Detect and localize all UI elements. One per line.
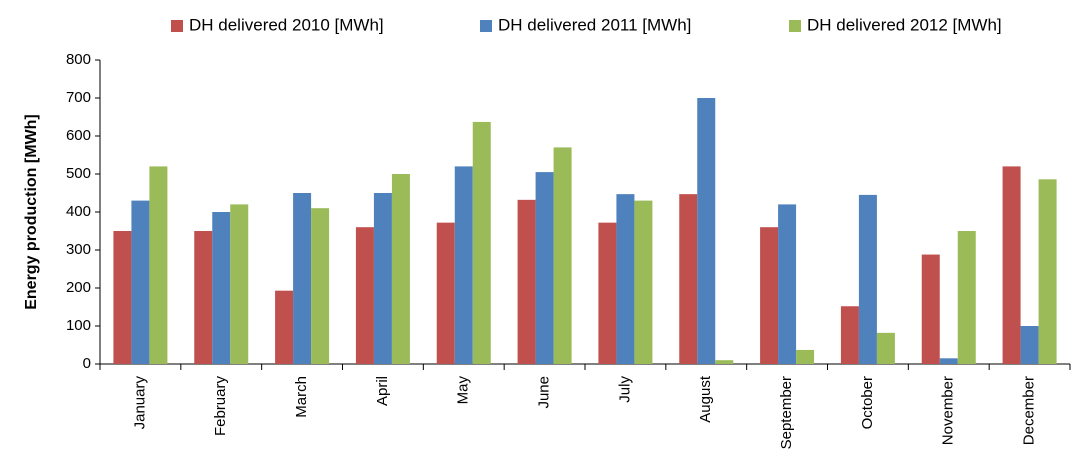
- bar: [535, 172, 554, 364]
- bar: [1038, 179, 1057, 364]
- bar: [796, 349, 815, 364]
- bar: [697, 98, 716, 364]
- bar: [634, 200, 653, 364]
- bar: [939, 358, 958, 364]
- y-tick-label: 800: [66, 51, 91, 68]
- bar: [436, 222, 455, 364]
- x-category-label: February: [212, 376, 229, 437]
- y-tick-label: 300: [66, 241, 91, 258]
- bar: [553, 147, 572, 364]
- legend-label: DH delivered 2010 [MWh]: [189, 15, 384, 34]
- bar: [230, 204, 249, 364]
- y-tick-label: 100: [66, 317, 91, 334]
- bar: [212, 212, 231, 364]
- bar: [391, 174, 410, 364]
- bar: [113, 231, 132, 364]
- x-category-label: July: [616, 376, 633, 403]
- bar: [131, 200, 150, 364]
- bar: [598, 222, 617, 364]
- bar: [876, 332, 895, 364]
- bar: [517, 199, 536, 364]
- bar: [1020, 326, 1039, 364]
- legend-swatch: [789, 20, 801, 32]
- legend-swatch: [171, 20, 183, 32]
- bar: [760, 227, 779, 364]
- bar: [616, 194, 635, 364]
- bar: [840, 306, 859, 364]
- bar: [472, 121, 491, 364]
- bars: [113, 98, 1057, 364]
- bar: [311, 208, 330, 364]
- legend: DH delivered 2010 [MWh] DH delivered 2011…: [171, 15, 1002, 34]
- x-category-label: October: [859, 376, 876, 429]
- legend-swatch: [480, 20, 492, 32]
- x-category-label: January: [131, 376, 148, 430]
- x-category-label: June: [536, 376, 553, 409]
- bar: [1002, 166, 1021, 364]
- y-tick-label: 500: [66, 165, 91, 182]
- bar: [778, 204, 797, 364]
- x-category-label: September: [778, 376, 795, 449]
- x-category-label: March: [293, 376, 310, 418]
- y-tick-label: 700: [66, 89, 91, 106]
- y-tick-label: 400: [66, 203, 91, 220]
- bar: [373, 193, 392, 364]
- x-category-label: November: [940, 376, 957, 445]
- bar: [715, 360, 734, 364]
- y-tick-label: 200: [66, 279, 91, 296]
- x-category-label: May: [455, 376, 472, 405]
- bar: [957, 231, 976, 364]
- legend-label: DH delivered 2012 [MWh]: [807, 15, 1002, 34]
- bar: [149, 166, 168, 364]
- legend-label: DH delivered 2011 [MWh]: [498, 15, 691, 34]
- bar: [194, 231, 213, 364]
- bar: [275, 290, 294, 364]
- bar: [921, 254, 940, 364]
- y-axis-title: Energy production [MWh]: [23, 114, 40, 310]
- y-tick-label: 600: [66, 127, 91, 144]
- x-category-label: April: [374, 376, 391, 406]
- x-category-label: December: [1021, 376, 1038, 445]
- bar: [293, 193, 312, 364]
- x-category-label: August: [697, 375, 714, 423]
- x-axis: January February March April May June July Augu…: [99, 363, 1071, 449]
- bar: [355, 227, 374, 364]
- bar: [679, 194, 698, 364]
- y-axis: 0 100 200 300 400 500 600 700 800: [66, 51, 101, 372]
- bar: [454, 166, 473, 364]
- y-tick-label: 0: [83, 355, 91, 372]
- bar: [858, 194, 877, 364]
